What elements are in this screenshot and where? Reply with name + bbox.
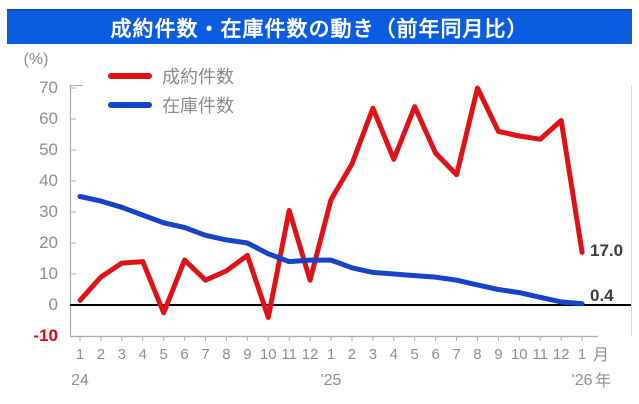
contracts-line-swatch [108, 72, 152, 79]
x-axis-year-label: '26 [571, 372, 593, 389]
x-axis-month-label: 5 [410, 346, 419, 363]
x-axis-month-label: 2 [347, 346, 357, 363]
inventory-line-swatch [108, 101, 152, 108]
x-axis-month-label: 11 [532, 346, 549, 363]
x-axis-year-label: 24 [71, 372, 89, 389]
x-axis-month-label: 7 [452, 346, 461, 363]
x-axis-month-label: 9 [243, 346, 252, 363]
inventory-last-value-label: 0.4 [590, 286, 614, 305]
x-axis-month-label: 8 [222, 346, 231, 363]
y-axis-tick-label: 40 [39, 171, 58, 190]
legend-item-inventory: 在庫件数 [108, 90, 234, 119]
x-axis-month-label: 5 [159, 346, 168, 363]
x-axis-month-label: 9 [494, 346, 503, 363]
x-axis-month-label: 1 [326, 346, 336, 363]
contracts-series-line [77, 85, 585, 320]
chart-title: 成約件数・在庫件数の動き（前年同月比） [110, 17, 529, 41]
plot-frame [69, 85, 632, 338]
x-axis-month-label: 3 [368, 346, 378, 363]
x-axis-month-label: 12 [552, 346, 570, 363]
x-axis-month-label: 10 [510, 346, 528, 363]
legend: 成約件数 在庫件数 [108, 61, 234, 119]
inventory-series-line [77, 194, 585, 307]
y-axis-tick-label: 70 [39, 78, 58, 97]
x-axis-month-label: 4 [389, 346, 398, 363]
x-axis-month-label: 12 [301, 346, 319, 363]
x-axis-month-label: 7 [201, 346, 210, 363]
legend-label-inventory: 在庫件数 [162, 95, 234, 116]
y-axis-tick-label: 50 [39, 140, 58, 159]
legend-item-contracts: 成約件数 [108, 61, 234, 90]
x-axis-month-label: 11 [281, 346, 297, 363]
x-axis-month-label: 6 [431, 346, 440, 363]
x-axis-ticks [79, 336, 583, 341]
y-axis-ticks [70, 87, 76, 275]
y-axis-negative-tick-label: -10 [33, 326, 58, 345]
x-axis-year-label: '25 [320, 372, 342, 389]
x-axis-month-label: 1 [577, 346, 587, 363]
title-banner: 成約件数・在庫件数の動き（前年同月比） [7, 9, 632, 44]
year-suffix-label: 年 [594, 373, 611, 390]
y-axis-tick-label: 0 [48, 295, 58, 314]
x-axis-month-label: 6 [180, 346, 189, 363]
month-suffix-label: 月 [592, 347, 609, 364]
x-axis-month-label: 8 [473, 346, 482, 363]
contracts-last-value-label: 17.0 [590, 241, 624, 260]
y-axis-tick-label: 60 [39, 109, 58, 128]
x-axis-month-label: 1 [75, 346, 85, 363]
y-axis-tick-label: 20 [39, 233, 58, 252]
y-axis-tick-label: 30 [39, 202, 58, 221]
x-axis-month-label: 3 [117, 346, 126, 363]
x-axis-month-label: 10 [259, 346, 277, 363]
y-axis-unit-label: (%) [23, 51, 49, 68]
legend-label-contracts: 成約件数 [162, 66, 234, 87]
y-axis-tick-label: 10 [39, 264, 58, 283]
x-axis-month-label: 2 [96, 346, 106, 363]
x-axis-month-label: 4 [138, 346, 147, 363]
